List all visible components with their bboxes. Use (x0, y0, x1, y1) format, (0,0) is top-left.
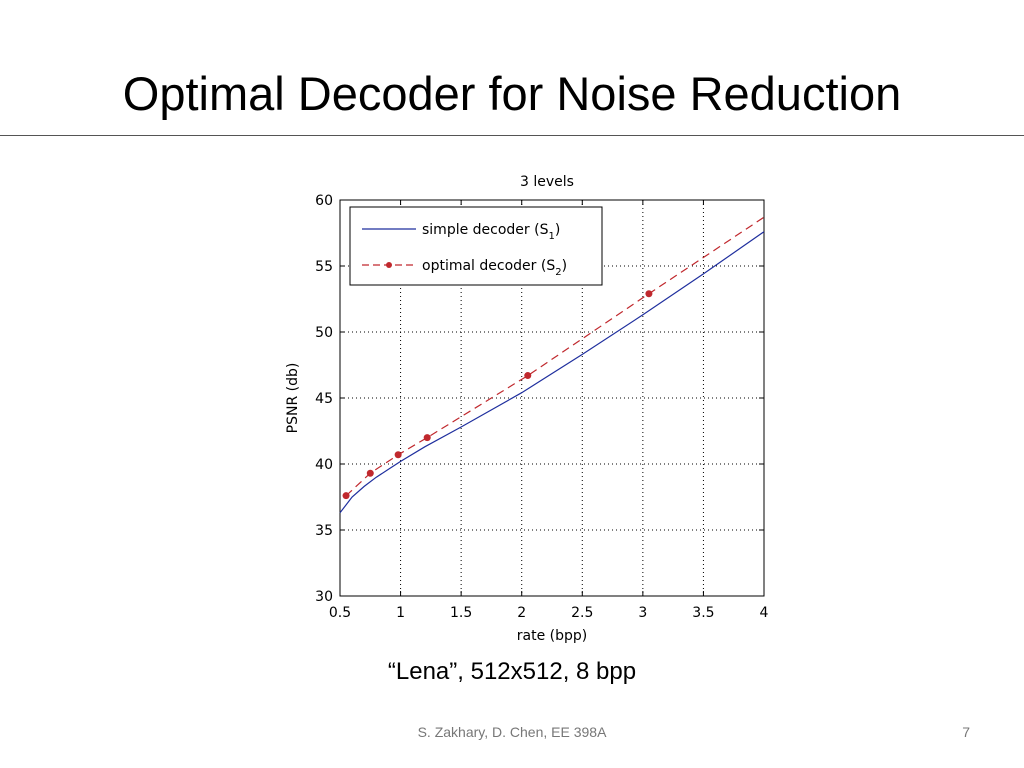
data-point-marker (645, 290, 653, 298)
x-tick-label: 3.5 (692, 605, 714, 621)
legend-label-simple: simple decoder (S1) (422, 222, 560, 242)
x-tick-label: 2.5 (571, 605, 593, 621)
y-tick-label: 55 (315, 259, 333, 275)
data-point-marker (342, 492, 350, 500)
x-tick-label: 4 (760, 605, 769, 621)
y-tick-label: 35 (315, 523, 333, 539)
legend-marker-optimal (386, 262, 392, 268)
slide-title: Optimal Decoder for Noise Reduction (122, 67, 902, 120)
page-number: 7 (962, 724, 970, 740)
data-point-marker (524, 372, 532, 380)
legend: simple decoder (S1) optimal decoder (S2) (349, 206, 603, 286)
data-point-marker (394, 451, 402, 459)
psnr-chart: 3 levels 0.5 1 1.5 2 2.5 3 3.5 4 30 35 40 45 50 55 60 … (270, 165, 790, 645)
data-point-marker (423, 434, 431, 442)
y-tick-label: 60 (315, 193, 333, 209)
x-tick-label: 1.5 (450, 605, 472, 621)
chart-title: 3 levels (520, 174, 574, 190)
figure-caption: “Lena”, 512x512, 8 bpp (387, 658, 637, 685)
x-tick-label: 1 (396, 605, 405, 621)
y-tick-label: 40 (315, 457, 333, 473)
series-layer (339, 216, 765, 514)
y-axis-label: PSNR (db) (285, 363, 301, 434)
x-axis-label: rate (bpp) (517, 628, 587, 644)
data-point-marker (366, 469, 374, 477)
footer-author: S. Zakhary, D. Chen, EE 398A (417, 724, 607, 740)
title-divider (0, 135, 1024, 136)
y-tick-label: 50 (315, 325, 333, 341)
x-tick-label: 0.5 (329, 605, 351, 621)
x-tick-label: 3 (638, 605, 647, 621)
y-tick-label: 30 (315, 589, 333, 605)
series-line-simple-decoder (339, 231, 765, 514)
axis-ticks: 0.5 1 1.5 2 2.5 3 3.5 4 30 35 40 45 50 55 60 (315, 193, 768, 621)
y-tick-label: 45 (315, 391, 333, 407)
legend-label-optimal: optimal decoder (S2) (422, 258, 567, 278)
chart-canvas: 3 levels 0.5 1 1.5 2 2.5 3 3.5 430354045505560 … (285, 174, 769, 644)
legend-box (349, 206, 603, 286)
x-tick-label: 2 (517, 605, 526, 621)
